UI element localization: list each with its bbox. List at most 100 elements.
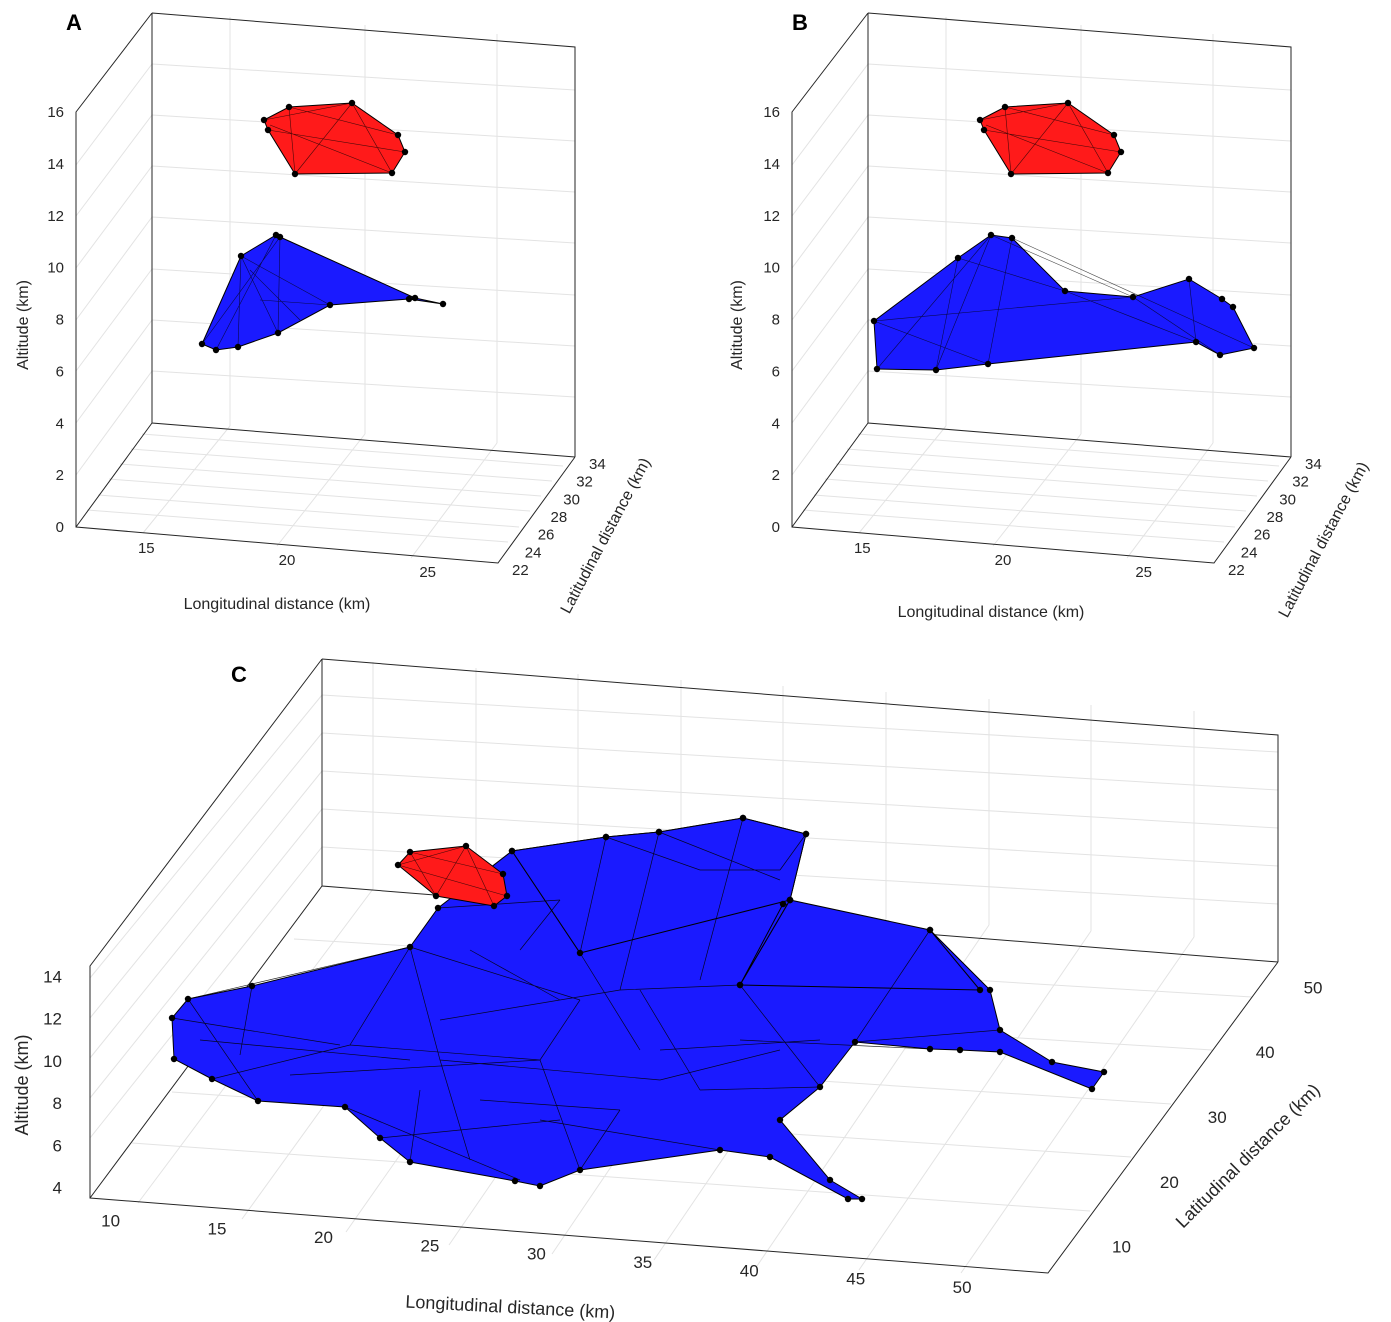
panel-b-hull-red — [976, 99, 1125, 178]
hull-vertex-point — [1117, 148, 1125, 156]
panel-c-xtick: 35 — [633, 1253, 652, 1272]
panel-c-xtick: 15 — [208, 1220, 227, 1239]
hull-vertex-point — [1001, 103, 1009, 111]
panel-a-ztick: 14 — [47, 156, 64, 173]
hull-vertex-point — [264, 126, 272, 134]
hull-vertex-point — [851, 1038, 859, 1046]
panel-b-ytick: 32 — [1292, 474, 1309, 491]
hull-vertex-point — [1048, 1058, 1056, 1066]
hull-vertex-point — [490, 902, 498, 910]
hull-vertex-point — [870, 317, 878, 325]
panel-c: C 10 15 20 25 30 35 40 45 50 10 20 30 40 50 4 6 8 10 12 14 — [12, 658, 1324, 1322]
hull-vertex-point — [184, 995, 192, 1003]
hull-vertex-point — [285, 103, 293, 111]
hull-vertex-point — [576, 1166, 584, 1174]
hull-vertex-point — [1061, 287, 1069, 295]
hull-vertex-point — [926, 1045, 934, 1053]
panel-b-label: B — [792, 10, 808, 35]
panel-c-ytick: 40 — [1256, 1043, 1275, 1062]
hull-vertex-point — [260, 116, 268, 124]
hull-vertex-point — [341, 1103, 349, 1111]
panel-c-ytick: 20 — [1160, 1173, 1179, 1192]
panel-a-ztick: 6 — [56, 363, 64, 380]
hull-vertex-point — [776, 1116, 784, 1124]
hull-vertex-point — [976, 986, 984, 994]
hull-vertex-point — [926, 926, 934, 934]
hull-vertex-point — [432, 892, 440, 900]
panel-b-zlabel: Altitude (km) — [729, 280, 746, 370]
panel-b-xlabel: Longitudinal distance (km) — [898, 604, 1085, 621]
panel-b-ztick: 0 — [772, 519, 780, 536]
hull-vertex-point — [858, 1195, 866, 1203]
hull-vertex-point — [1229, 303, 1237, 311]
hull-vertex-point — [984, 360, 992, 368]
panel-c-label: C — [231, 662, 247, 687]
hull-vertex-point — [786, 896, 794, 904]
hull-vertex-point — [439, 300, 447, 308]
hull-vertex-point — [536, 1182, 544, 1190]
panel-b-ztick: 6 — [772, 363, 780, 380]
hull-vertex-point — [1129, 293, 1137, 301]
hull-vertex-point — [954, 254, 962, 262]
hull-vertex-point — [779, 900, 787, 908]
hull-vertex-point — [844, 1195, 852, 1203]
panel-a-ytick: 34 — [589, 456, 606, 473]
panel-a-ytick: 28 — [551, 509, 568, 526]
panel-a-ztick: 12 — [47, 208, 64, 225]
panel-c-ytick: 10 — [1112, 1238, 1131, 1257]
hull-vertex-point — [208, 1075, 216, 1083]
hull-vertex-point — [168, 1014, 176, 1022]
hull-vertex-point — [406, 1158, 414, 1166]
panel-b-ztick: 16 — [763, 104, 780, 121]
panel-a-ytick: 32 — [576, 474, 593, 491]
panel-b-box — [791, 12, 1292, 564]
hull-vertex-point — [234, 343, 242, 351]
hull-vertex-point — [1008, 234, 1016, 242]
hull-vertex-point — [576, 949, 584, 957]
panel-c-ytick: 50 — [1304, 978, 1323, 997]
hull-vertex-point — [376, 1134, 384, 1142]
hull-vertex-point — [348, 99, 356, 107]
panel-c-xtick: 50 — [953, 1278, 972, 1297]
panel-a-ztick: 2 — [56, 467, 64, 484]
hull-vertex-point — [1007, 170, 1015, 178]
panel-c-xtick: 25 — [420, 1236, 439, 1255]
panel-c-xtick: 20 — [314, 1228, 333, 1247]
hull-vertex-point — [276, 233, 284, 241]
panel-a-hull-red — [260, 99, 409, 178]
hull-vertex-point — [1064, 99, 1072, 107]
hull-vertex-point — [826, 1176, 834, 1184]
panel-a-xtick: 25 — [419, 564, 436, 581]
panel-a-ztick: 0 — [56, 519, 64, 536]
hull-vertex-point — [932, 366, 940, 374]
panel-b-xtick: 20 — [995, 552, 1012, 569]
hull-vertex-point — [248, 982, 256, 990]
panel-b-ytick: 24 — [1241, 544, 1258, 561]
hull-vertex-point — [802, 830, 810, 838]
panel-c-xtick: 30 — [527, 1245, 546, 1264]
hull-vertex-point — [1250, 344, 1258, 352]
panel-c-xtick: 40 — [740, 1261, 759, 1280]
hull-vertex-point — [716, 1146, 724, 1154]
hull-vertex-point — [1218, 295, 1226, 303]
panel-a-ylabel: Latitudinal distance (km) — [558, 455, 654, 616]
panel-c-xlabel: Longitudinal distance (km) — [405, 1292, 616, 1322]
panel-b-ztick: 14 — [763, 156, 780, 173]
hull-vertex-point — [405, 295, 413, 303]
panel-a-ytick: 22 — [512, 562, 529, 579]
hull-vertex-point — [212, 346, 220, 354]
hull-vertex-point — [996, 1026, 1004, 1034]
hull-vertex-point — [291, 170, 299, 178]
hull-vertex-point — [462, 842, 470, 850]
hull-vertex-point — [434, 904, 442, 912]
panel-c-xtick: 45 — [846, 1270, 865, 1289]
panel-b-ytick: 26 — [1254, 527, 1271, 544]
panel-c-ticks: 10 15 20 25 30 35 40 45 50 10 20 30 40 50 4 6 8 10 12 14 — [43, 968, 1322, 1298]
hull-vertex-point — [508, 847, 516, 855]
panel-a-xtick: 15 — [138, 540, 155, 557]
panel-b-ytick: 28 — [1267, 509, 1284, 526]
panel-c-ylabel: Latitudinal distance (km) — [1172, 1080, 1324, 1232]
hull-vertex-point — [976, 116, 984, 124]
panel-b-ztick: 4 — [772, 415, 780, 432]
hull-vertex-point — [1216, 351, 1224, 359]
